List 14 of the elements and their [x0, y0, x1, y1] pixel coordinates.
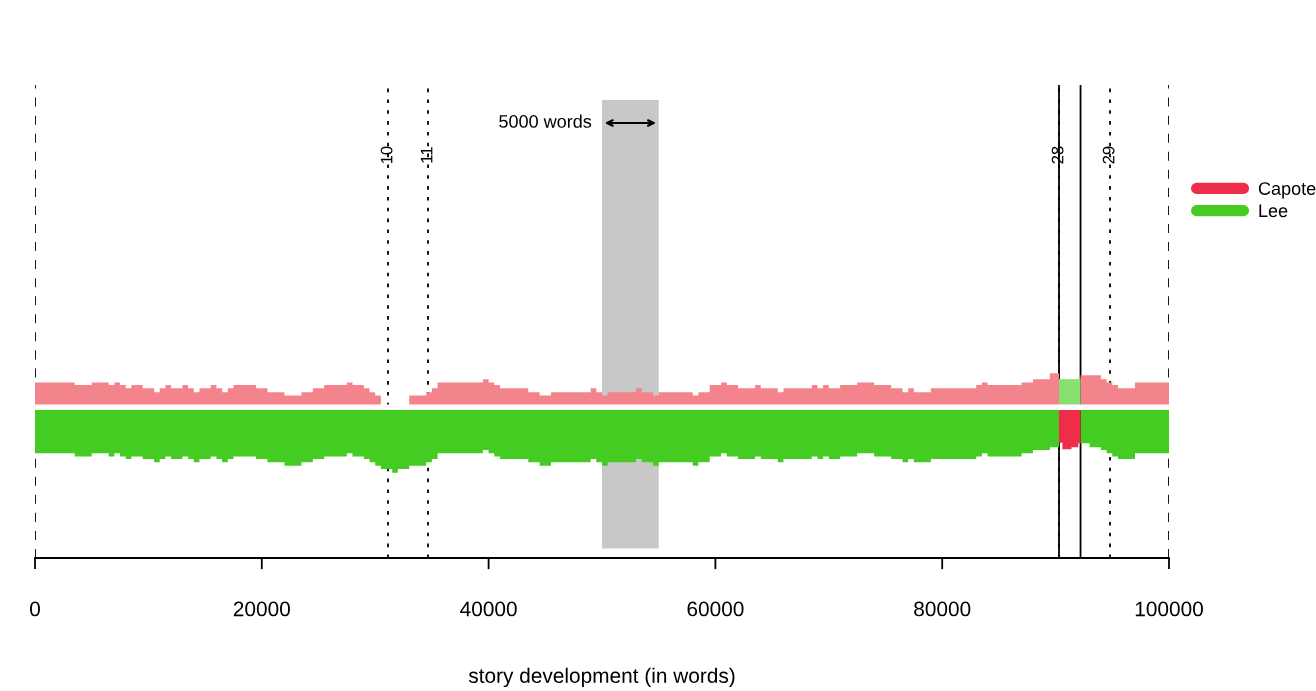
- annotation: 29: [1102, 146, 1115, 164]
- annotation: 10: [380, 146, 393, 164]
- x-axis-title: story development (in words): [468, 667, 735, 688]
- x-tick-label: 100000: [1135, 601, 1203, 617]
- x-tick-label: 20000: [233, 601, 290, 617]
- annotation: 28: [1051, 146, 1064, 164]
- x-tick-label: 40000: [460, 601, 517, 617]
- legend-label: Capote: [1258, 182, 1316, 199]
- x-tick-label: 60000: [687, 601, 744, 617]
- x-tick-label: 80000: [914, 601, 971, 617]
- legend-label: Lee: [1259, 204, 1288, 218]
- x-tick-label: 0: [30, 601, 40, 617]
- text: 5000 words: [499, 114, 592, 128]
- annotation: 11: [420, 147, 433, 163]
